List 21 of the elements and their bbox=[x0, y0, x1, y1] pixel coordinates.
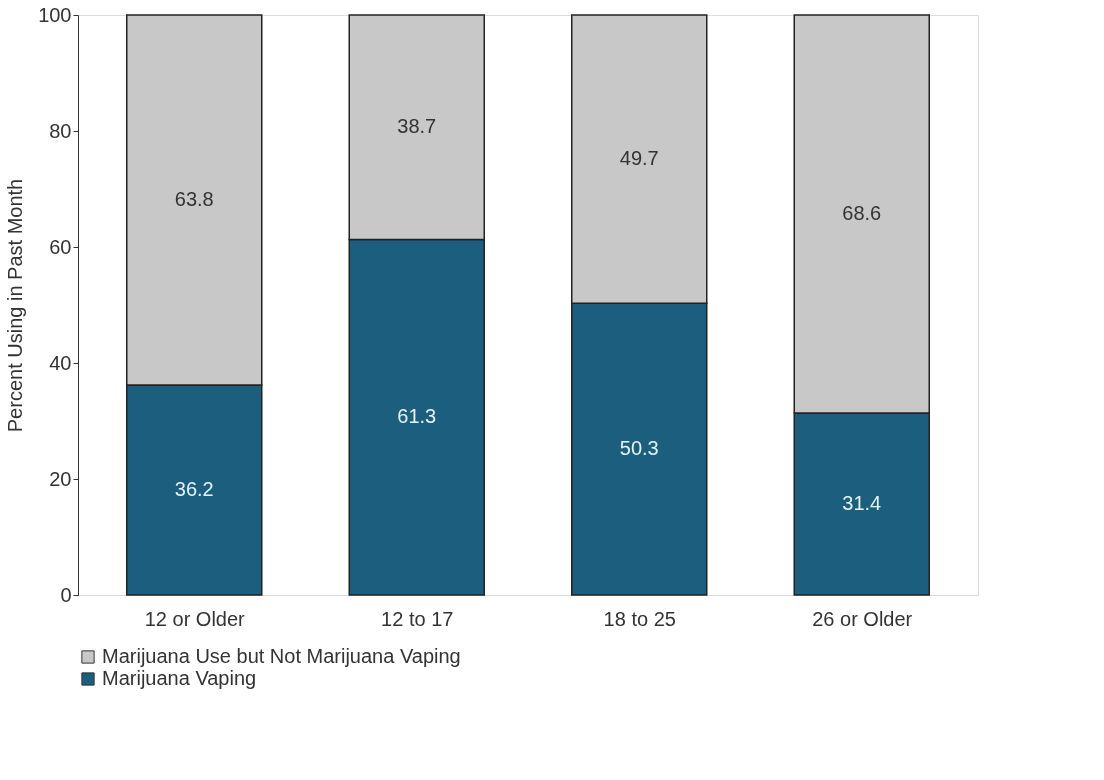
data-label: 36.2 bbox=[174, 478, 214, 501]
x-tick-label: 12 to 17 bbox=[381, 607, 454, 630]
y-tick-label: 60 bbox=[49, 235, 72, 258]
legend-label: Marijuana Use but Not Marijuana Vaping bbox=[102, 645, 461, 667]
x-tick-label: 18 to 25 bbox=[603, 607, 676, 630]
data-label: 50.3 bbox=[619, 437, 659, 460]
data-label: 68.6 bbox=[842, 201, 882, 224]
legend-label: Marijuana Vaping bbox=[102, 667, 257, 689]
x-tick-label: 26 or Older bbox=[812, 607, 913, 630]
data-label: 49.7 bbox=[619, 147, 659, 170]
y-tick-label: 100 bbox=[38, 3, 72, 26]
y-tick-label: 80 bbox=[49, 119, 72, 142]
x-tick-label: 12 or Older bbox=[144, 607, 246, 630]
y-tick-label: 0 bbox=[60, 583, 72, 606]
data-label: 61.3 bbox=[397, 405, 437, 428]
data-label: 63.8 bbox=[174, 188, 214, 211]
data-label: 31.4 bbox=[842, 491, 882, 514]
y-tick-label: 20 bbox=[49, 467, 72, 490]
y-axis-title: Percent Using in Past Month bbox=[4, 178, 27, 433]
data-label: 38.7 bbox=[397, 115, 437, 138]
y-tick-label: 40 bbox=[49, 351, 72, 374]
